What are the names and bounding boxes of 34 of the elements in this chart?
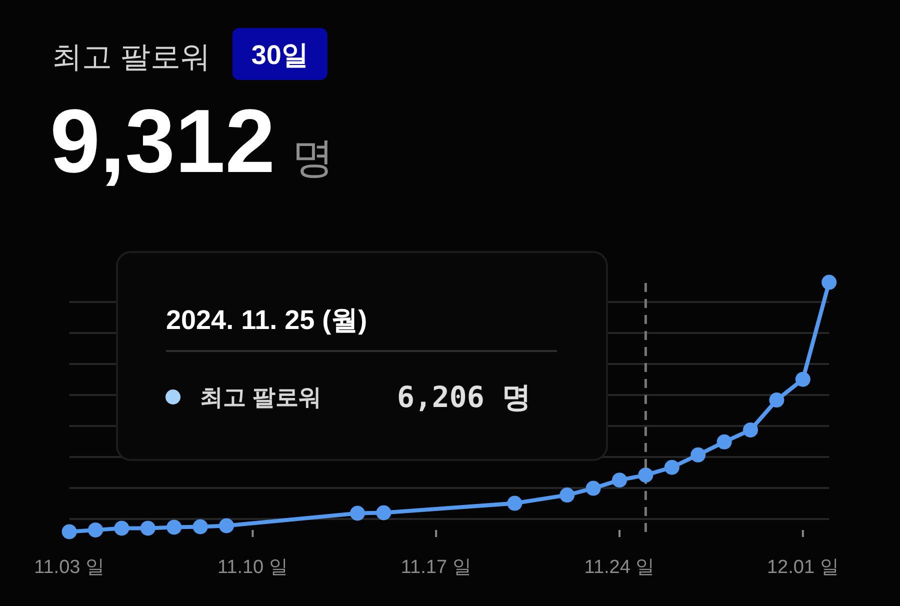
annotation: 2024. 11. 25 (월) xyxy=(166,305,368,335)
point xyxy=(795,372,810,387)
point xyxy=(638,468,654,483)
tooltip: 2024. 11. 25 (월) 최고 팔로워 6,206 명 xyxy=(116,251,608,461)
text: 9,312 xyxy=(50,92,276,192)
point xyxy=(690,447,706,462)
x-tick-label: 11.10 일 xyxy=(217,557,288,578)
x-tick-label: 11.24 일 xyxy=(584,557,655,578)
point xyxy=(88,522,103,538)
annotation: 최고 팔로워 xyxy=(200,384,322,410)
point xyxy=(716,434,732,450)
point xyxy=(166,520,182,535)
point xyxy=(769,392,784,408)
annotation: 6,206 명 xyxy=(397,380,531,414)
point xyxy=(219,518,234,534)
point xyxy=(586,480,601,496)
badge: 30일 xyxy=(232,28,328,80)
chart-title: 최고 팔로워 xyxy=(52,41,210,74)
point xyxy=(62,524,77,540)
point xyxy=(743,422,758,438)
x-tick-label: 12.01 일 xyxy=(766,557,839,578)
point xyxy=(507,496,522,511)
point xyxy=(192,519,208,534)
x-tick-label: 11.17 일 xyxy=(400,557,472,578)
point xyxy=(560,488,575,503)
point xyxy=(612,472,627,488)
point xyxy=(140,520,156,536)
point xyxy=(664,460,680,475)
point xyxy=(822,274,837,290)
point xyxy=(376,505,392,520)
x-tick-label: 11.03 일 xyxy=(34,557,105,578)
point xyxy=(350,506,365,521)
point xyxy=(114,520,130,536)
text: 명 xyxy=(292,134,334,181)
